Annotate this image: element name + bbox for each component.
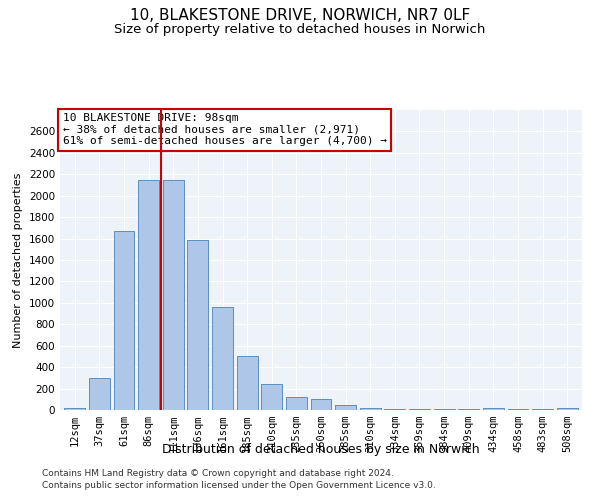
Bar: [89, 378, 110, 410]
Bar: [138, 180, 159, 410]
Text: Contains public sector information licensed under the Open Government Licence v3: Contains public sector information licen…: [42, 481, 436, 490]
Bar: [64, 408, 85, 410]
Text: Size of property relative to detached houses in Norwich: Size of property relative to detached ho…: [115, 22, 485, 36]
Bar: [113, 231, 134, 410]
Text: 10 BLAKESTONE DRIVE: 98sqm
← 38% of detached houses are smaller (2,971)
61% of s: 10 BLAKESTONE DRIVE: 98sqm ← 38% of deta…: [62, 113, 386, 146]
Text: Contains HM Land Registry data © Crown copyright and database right 2024.: Contains HM Land Registry data © Crown c…: [42, 468, 394, 477]
Bar: [163, 180, 184, 410]
Bar: [385, 409, 406, 410]
Text: Distribution of detached houses by size in Norwich: Distribution of detached houses by size …: [162, 442, 480, 456]
Bar: [557, 408, 578, 410]
Bar: [286, 397, 307, 410]
Bar: [212, 307, 233, 410]
Bar: [360, 408, 381, 410]
Bar: [261, 384, 282, 410]
Text: 10, BLAKESTONE DRIVE, NORWICH, NR7 0LF: 10, BLAKESTONE DRIVE, NORWICH, NR7 0LF: [130, 8, 470, 22]
Bar: [236, 356, 257, 410]
Bar: [187, 240, 208, 410]
Y-axis label: Number of detached properties: Number of detached properties: [13, 172, 23, 348]
Bar: [335, 405, 356, 410]
Bar: [311, 400, 331, 410]
Bar: [483, 408, 504, 410]
